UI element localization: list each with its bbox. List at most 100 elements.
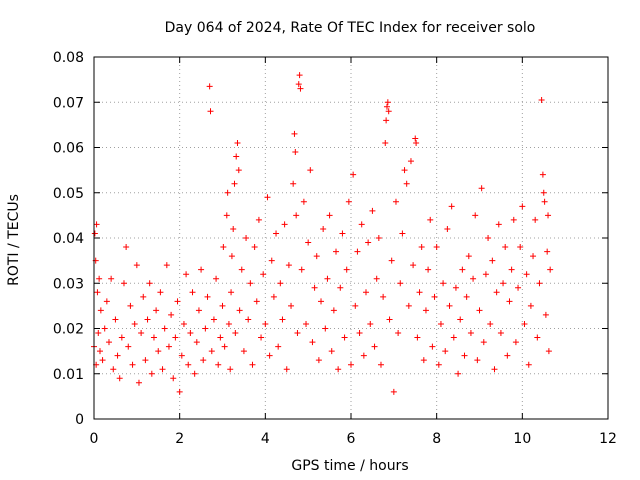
- data-point: [461, 352, 468, 359]
- data-point: [521, 320, 528, 327]
- data-point: [457, 316, 464, 323]
- data-point: [105, 339, 112, 346]
- data-point: [506, 298, 513, 305]
- data-point: [189, 289, 196, 296]
- data-point: [275, 343, 282, 350]
- y-tick-label: 0.05: [53, 186, 84, 202]
- data-point: [300, 198, 307, 205]
- data-point: [491, 366, 498, 373]
- data-point: [510, 216, 517, 223]
- data-point: [178, 352, 185, 359]
- data-point: [110, 366, 117, 373]
- y-tick-label: 0.02: [53, 322, 84, 338]
- data-point: [360, 352, 367, 359]
- data-point: [416, 289, 423, 296]
- data-point: [225, 320, 232, 327]
- data-point: [544, 248, 551, 255]
- data-point: [420, 357, 427, 364]
- y-tick-label: 0.06: [53, 141, 84, 157]
- data-point: [502, 244, 509, 251]
- data-point: [440, 280, 447, 287]
- data-point: [322, 325, 329, 332]
- data-point: [140, 293, 147, 300]
- data-point: [470, 275, 477, 282]
- data-point: [530, 253, 537, 260]
- data-point: [108, 275, 115, 282]
- data-point: [425, 266, 432, 273]
- data-point: [247, 280, 254, 287]
- data-point: [183, 271, 190, 278]
- data-point: [292, 149, 299, 156]
- data-point: [266, 352, 273, 359]
- data-point: [542, 311, 549, 318]
- data-point: [103, 298, 110, 305]
- data-point: [350, 171, 357, 178]
- data-point: [206, 83, 213, 90]
- data-point: [234, 139, 241, 146]
- data-point: [208, 348, 215, 355]
- data-point: [397, 280, 404, 287]
- data-point: [123, 244, 130, 251]
- data-point: [219, 302, 226, 309]
- data-point: [307, 167, 314, 174]
- data-point: [142, 357, 149, 364]
- data-point: [547, 266, 554, 273]
- data-point: [433, 244, 440, 251]
- data-point: [478, 185, 485, 192]
- data-point: [480, 339, 487, 346]
- data-point: [251, 244, 258, 251]
- data-point: [258, 334, 265, 341]
- y-tick-label: 0.08: [53, 50, 84, 66]
- data-point: [384, 99, 391, 106]
- x-tick-label: 6: [347, 431, 356, 447]
- data-point: [508, 266, 515, 273]
- data-point: [163, 262, 170, 269]
- data-point: [245, 316, 252, 323]
- data-point: [448, 203, 455, 210]
- data-point: [452, 284, 459, 291]
- data-point: [538, 96, 545, 103]
- data-point: [217, 334, 224, 341]
- x-tick-label: 4: [261, 431, 270, 447]
- data-point: [450, 334, 457, 341]
- data-point: [418, 244, 425, 251]
- data-point: [97, 307, 104, 314]
- data-point: [195, 307, 202, 314]
- data-point: [94, 289, 101, 296]
- data-point: [138, 330, 145, 337]
- data-point: [221, 343, 228, 350]
- data-point: [403, 180, 410, 187]
- chart-title: Day 064 of 2024, Rate Of TEC Index for r…: [165, 20, 536, 36]
- data-point: [283, 366, 290, 373]
- data-point: [165, 343, 172, 350]
- data-point: [298, 266, 305, 273]
- x-tick-label: 0: [90, 431, 99, 447]
- data-point: [96, 275, 103, 282]
- data-point: [180, 320, 187, 327]
- data-point: [413, 139, 420, 146]
- data-point: [228, 253, 235, 260]
- data-point: [129, 361, 136, 368]
- y-tick-label: 0.04: [53, 231, 84, 247]
- data-point: [382, 139, 389, 146]
- data-point: [463, 293, 470, 300]
- data-point: [476, 307, 483, 314]
- data-point: [497, 330, 504, 337]
- data-point: [215, 361, 222, 368]
- data-point: [390, 388, 397, 395]
- data-point: [236, 307, 243, 314]
- data-point: [233, 153, 240, 160]
- data-point: [230, 225, 237, 232]
- data-point: [534, 334, 541, 341]
- data-point: [296, 72, 303, 79]
- data-point: [176, 388, 183, 395]
- data-point: [228, 289, 235, 296]
- data-point: [385, 108, 392, 115]
- data-point: [191, 370, 198, 377]
- data-point: [465, 253, 472, 260]
- data-point: [193, 339, 200, 346]
- data-point: [159, 366, 166, 373]
- data-point: [112, 316, 119, 323]
- data-point: [227, 366, 234, 373]
- data-point: [172, 334, 179, 341]
